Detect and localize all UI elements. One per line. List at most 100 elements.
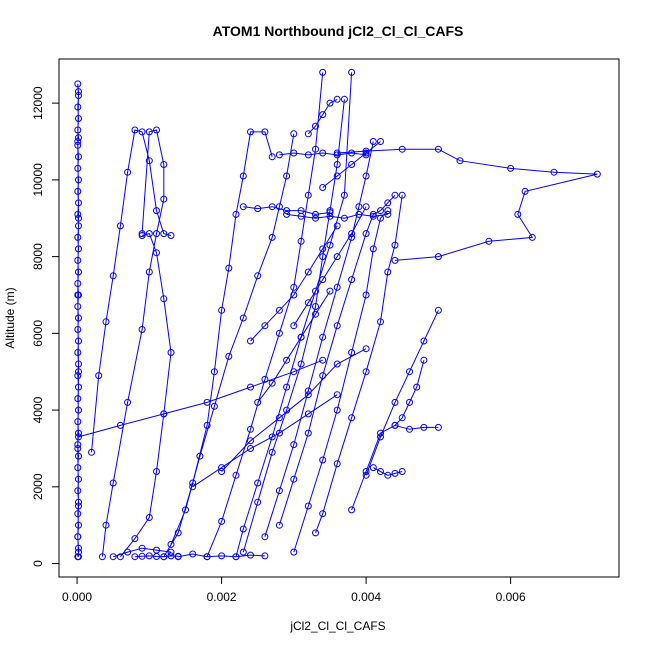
- data-point: [75, 502, 82, 510]
- data-point: [297, 333, 305, 341]
- data-point: [362, 172, 370, 180]
- data-point: [391, 421, 399, 429]
- data-point: [247, 128, 254, 136]
- series-6: [203, 68, 327, 561]
- series-line: [235, 72, 353, 557]
- data-point: [74, 533, 82, 541]
- series-line: [101, 129, 165, 557]
- data-point: [384, 268, 392, 276]
- data-point: [362, 203, 370, 211]
- data-point: [312, 214, 319, 222]
- data-point: [75, 214, 82, 222]
- series-line: [315, 195, 403, 534]
- data-point: [319, 68, 327, 76]
- data-point: [268, 153, 276, 161]
- data-point: [319, 333, 327, 341]
- data-point: [406, 368, 413, 376]
- data-point: [369, 212, 377, 220]
- data-point: [160, 553, 168, 561]
- data-point: [138, 544, 146, 552]
- y-tick-label: 12000: [31, 86, 45, 120]
- series-21: [75, 356, 327, 441]
- data-point: [218, 468, 226, 475]
- data-point: [74, 553, 82, 561]
- data-point: [160, 195, 168, 203]
- data-point: [391, 398, 399, 406]
- data-point: [261, 533, 269, 541]
- data-point: [210, 368, 218, 376]
- data-point: [138, 232, 146, 239]
- series-line: [77, 83, 80, 557]
- series-line: [242, 99, 345, 553]
- data-point: [75, 268, 82, 276]
- data-point: [232, 210, 240, 218]
- data-point: [247, 425, 254, 433]
- data-point: [74, 291, 82, 299]
- series-2: [88, 126, 175, 456]
- data-point: [528, 233, 536, 241]
- data-point: [304, 268, 312, 276]
- data-point: [290, 441, 298, 449]
- data-point: [362, 149, 370, 157]
- data-point: [189, 483, 197, 491]
- data-point: [75, 368, 82, 376]
- series-30: [319, 138, 384, 191]
- data-point: [268, 448, 276, 456]
- data-point: [275, 521, 283, 529]
- data-point: [138, 326, 146, 333]
- data-point: [116, 553, 124, 561]
- data-point: [225, 264, 233, 272]
- data-point: [74, 418, 82, 426]
- data-point: [340, 214, 348, 222]
- series-19: [239, 203, 334, 218]
- data-point: [98, 553, 106, 561]
- series-4: [160, 128, 276, 561]
- data-point: [232, 553, 240, 561]
- data-point: [290, 283, 298, 291]
- series-line: [365, 310, 439, 476]
- data-point: [333, 222, 341, 230]
- data-point: [74, 349, 82, 356]
- data-point: [74, 395, 82, 403]
- data-point: [333, 253, 341, 261]
- data-point: [254, 272, 262, 280]
- data-point: [340, 95, 348, 103]
- data-point: [326, 287, 334, 295]
- data-point: [398, 468, 406, 475]
- data-point: [290, 291, 298, 299]
- data-point: [131, 553, 139, 561]
- data-point: [333, 151, 341, 159]
- data-point: [268, 433, 276, 441]
- data-point: [434, 423, 442, 431]
- series-17: [333, 145, 601, 264]
- series-18: [283, 210, 392, 222]
- y-axis: 0 2000 4000 6000 8000 10000 12000: [31, 86, 60, 567]
- data-point: [74, 280, 82, 287]
- series-28: [254, 287, 334, 406]
- data-point: [377, 138, 384, 145]
- data-point: [74, 141, 82, 149]
- series-31: [304, 95, 341, 138]
- data-point: [239, 203, 247, 211]
- series-15: [369, 464, 406, 479]
- data-point: [304, 191, 312, 199]
- data-point: [384, 207, 392, 215]
- data-point: [75, 92, 82, 99]
- data-point: [326, 209, 334, 216]
- data-point: [74, 256, 82, 264]
- data-point: [145, 268, 153, 276]
- series-line: [264, 141, 374, 537]
- data-point: [304, 299, 312, 307]
- data-point: [153, 468, 160, 475]
- data-point: [75, 199, 82, 207]
- data-point: [153, 207, 160, 215]
- series-0: [74, 80, 82, 561]
- data-point: [369, 138, 377, 145]
- data-point: [116, 421, 124, 429]
- data-point: [319, 149, 327, 157]
- data-point: [593, 170, 601, 178]
- data-point: [189, 550, 197, 558]
- data-point: [75, 222, 82, 230]
- data-point: [247, 445, 254, 452]
- series-layer: [74, 68, 601, 561]
